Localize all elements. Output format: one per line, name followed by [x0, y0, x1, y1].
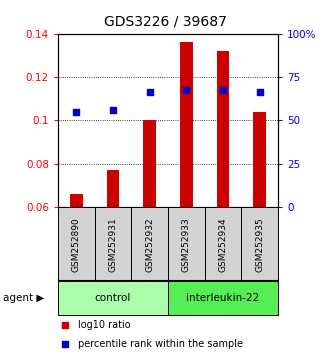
Text: interleukin-22: interleukin-22: [186, 293, 260, 303]
Point: [62, 322, 67, 328]
Bar: [58, 281, 168, 315]
Point: [62, 341, 67, 347]
Text: GSM252934: GSM252934: [218, 217, 227, 272]
Text: agent ▶: agent ▶: [3, 293, 45, 303]
Bar: [241, 207, 278, 281]
Bar: [253, 112, 266, 207]
Point: [257, 89, 262, 95]
Point: [147, 89, 152, 95]
Text: GSM252931: GSM252931: [109, 217, 118, 272]
Bar: [168, 281, 278, 315]
Bar: [143, 120, 156, 207]
Bar: [131, 207, 168, 281]
Bar: [180, 42, 193, 207]
Text: GSM252932: GSM252932: [145, 217, 154, 272]
Point: [110, 107, 116, 112]
Text: GDS3226 / 39687: GDS3226 / 39687: [104, 14, 227, 28]
Bar: [168, 207, 205, 281]
Text: log10 ratio: log10 ratio: [78, 320, 130, 331]
Bar: [70, 194, 83, 207]
Bar: [95, 207, 131, 281]
Text: GSM252935: GSM252935: [255, 217, 264, 272]
Text: control: control: [95, 293, 131, 303]
Text: GSM252890: GSM252890: [72, 217, 81, 272]
Bar: [205, 207, 241, 281]
Bar: [107, 170, 119, 207]
Text: percentile rank within the sample: percentile rank within the sample: [78, 339, 243, 349]
Text: GSM252933: GSM252933: [182, 217, 191, 272]
Bar: [58, 207, 95, 281]
Point: [184, 87, 189, 93]
Point: [73, 109, 79, 115]
Bar: [216, 51, 229, 207]
Point: [220, 87, 226, 93]
